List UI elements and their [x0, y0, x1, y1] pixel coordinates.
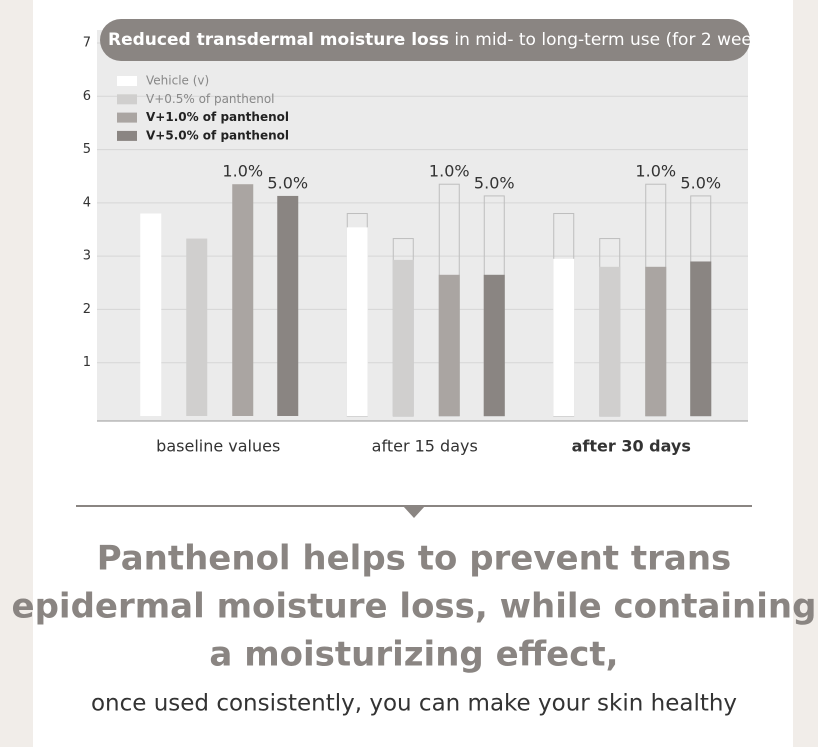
bar-label: 5.0% [474, 173, 515, 192]
marks [140, 183, 712, 417]
x-tick-label: baseline values [156, 437, 280, 456]
y-tick-label: 5 [83, 142, 91, 157]
bar [392, 259, 414, 416]
bar [483, 274, 505, 416]
x-tick-label: after 15 days [372, 437, 478, 456]
legend-swatch [117, 76, 137, 86]
caption-note: once used consistently, you can make you… [91, 691, 737, 717]
legend-label: Vehicle (v) [146, 74, 209, 88]
caption-line: Panthenol helps to prevent trans [97, 539, 732, 579]
title-bold: Reduced transdermal moisture loss [108, 30, 449, 50]
bar-label: 1.0% [222, 162, 263, 181]
caption-line: epidermal moisture loss, while containin… [12, 587, 817, 627]
legend-swatch [117, 94, 137, 105]
legend-swatch [117, 112, 137, 123]
y-tick-label: 2 [83, 302, 91, 317]
bar [186, 238, 208, 416]
bar [140, 213, 162, 416]
bar [438, 274, 460, 416]
chart-title: Reduced transdermal moisture loss in mid… [108, 30, 777, 50]
bar [599, 266, 621, 416]
bar [232, 184, 254, 416]
x-tick-label: after 30 days [572, 437, 691, 456]
y-tick-label: 1 [83, 355, 91, 370]
bar [277, 195, 299, 416]
legend-label: V+5.0% of panthenol [146, 128, 289, 142]
bar [645, 266, 667, 416]
divider-arrow [403, 506, 425, 518]
caption-line: a moisturizing effect, [209, 635, 618, 675]
y-tick-label: 4 [83, 195, 91, 210]
bar-label: 1.0% [429, 162, 470, 181]
bar-label: 5.0% [680, 173, 721, 192]
title-pill [100, 19, 750, 61]
bar-label: 5.0% [267, 173, 308, 192]
legend-label: V+1.0% of panthenol [146, 110, 289, 124]
bar [553, 258, 575, 416]
y-tick-label: 3 [83, 249, 91, 264]
legend-label: V+0.5% of panthenol [146, 92, 275, 106]
legend-swatch [117, 130, 137, 141]
y-tick-label: 7 [83, 36, 91, 51]
bar-label: 1.0% [635, 162, 676, 181]
bar [346, 227, 368, 416]
bar [690, 261, 712, 416]
y-tick-label: 6 [83, 89, 91, 104]
title-suffix: in mid- to long-term use (for 2 weeks) [454, 30, 777, 50]
